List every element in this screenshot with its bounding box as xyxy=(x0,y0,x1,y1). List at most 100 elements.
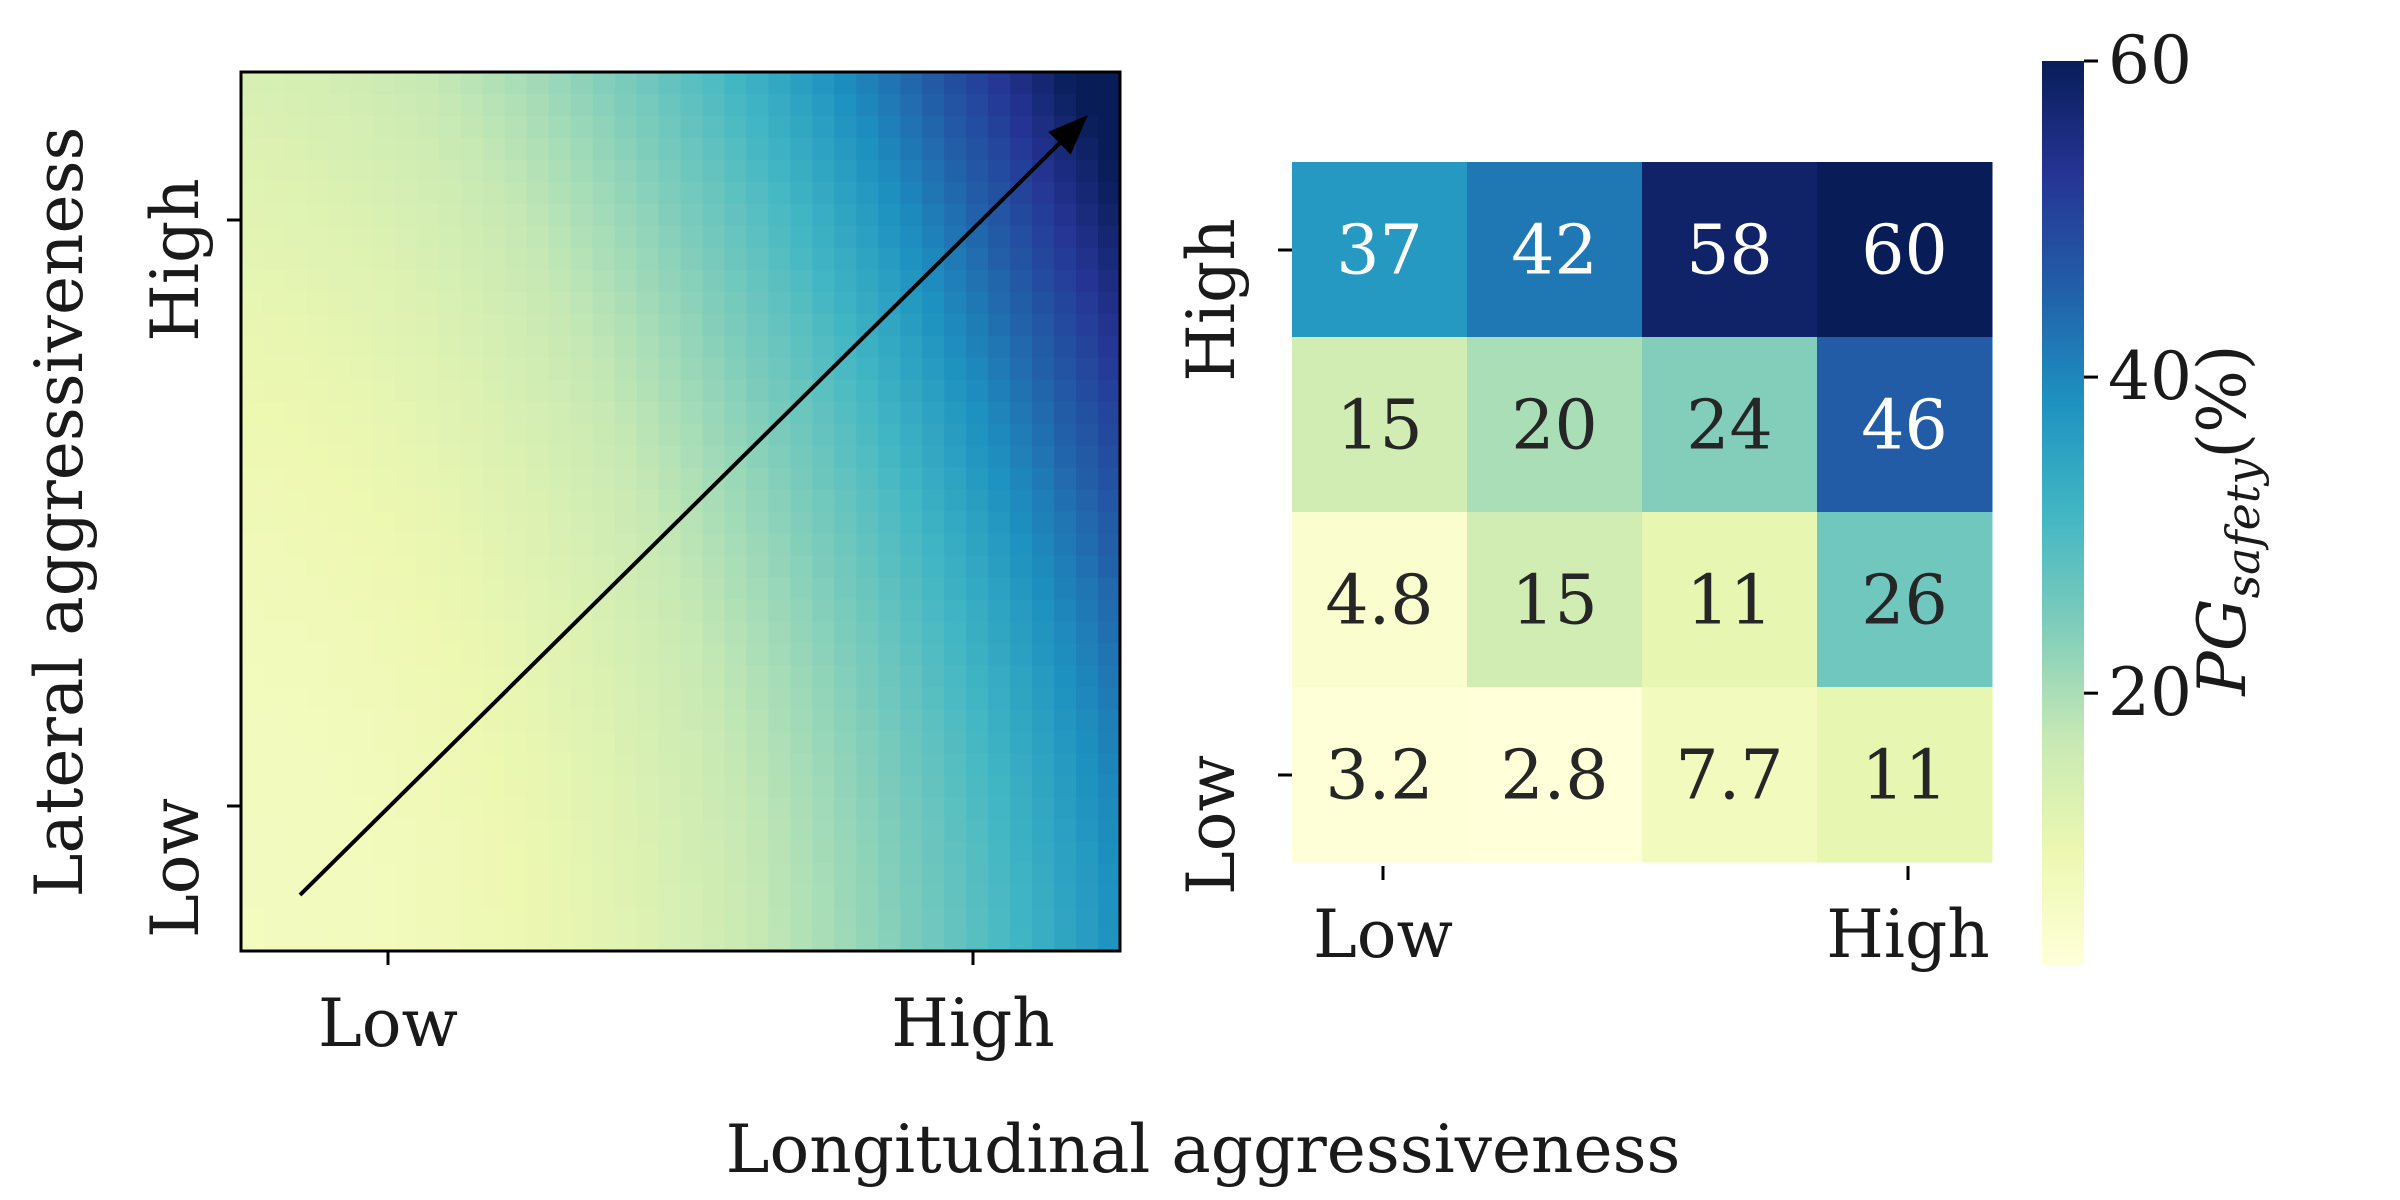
left-heatmap-cell xyxy=(724,577,748,600)
left-heatmap-cell xyxy=(790,643,813,666)
left-heatmap-cell xyxy=(262,665,286,688)
left-heatmap-cell xyxy=(944,379,967,403)
left-heatmap-cell xyxy=(262,907,286,930)
left-heatmap-cell xyxy=(1010,621,1033,644)
left-heatmap-cell xyxy=(548,225,572,249)
left-heatmap-cell xyxy=(548,621,572,644)
left-heatmap-cell xyxy=(438,247,462,271)
left-heatmap-cell xyxy=(548,533,572,557)
left-heatmap-cell xyxy=(988,225,1011,249)
left-heatmap-cell xyxy=(878,401,901,425)
left-heatmap-cell xyxy=(724,775,748,798)
left-heatmap-cell xyxy=(262,313,286,337)
left-heatmap-cell xyxy=(570,643,594,666)
left-heatmap-cell xyxy=(1076,181,1099,205)
left-heatmap-cell xyxy=(241,687,264,710)
left-heatmap-cell xyxy=(438,489,462,513)
left-heatmap-cell xyxy=(900,841,923,864)
left-heatmap-cell xyxy=(658,599,682,622)
left-heatmap-cell xyxy=(856,907,879,930)
left-heatmap-cell xyxy=(1010,467,1033,491)
left-heatmap-cell xyxy=(878,687,901,710)
left-heatmap-cell xyxy=(1098,225,1121,249)
left-heatmap-cell xyxy=(922,511,945,535)
left-heatmap-cell xyxy=(284,93,308,117)
left-heatmap-cell xyxy=(856,181,879,205)
left-heatmap-cell xyxy=(680,885,704,908)
left-heatmap-cell xyxy=(834,181,857,205)
left-heatmap-cell xyxy=(900,335,923,359)
left-heatmap-cell xyxy=(1010,665,1033,688)
left-heatmap-cell xyxy=(1054,247,1077,271)
left-heatmap-cell xyxy=(1076,467,1099,491)
left-heatmap-cell xyxy=(966,467,989,491)
left-heatmap-cell xyxy=(790,599,813,622)
left-heatmap-cell xyxy=(944,775,967,798)
left-heatmap-cell xyxy=(702,423,726,447)
left-heatmap-cell xyxy=(878,335,901,359)
left-heatmap-cell xyxy=(878,929,901,952)
left-heatmap-cell xyxy=(350,291,374,315)
left-heatmap-cell xyxy=(944,533,967,557)
left-heatmap-cell xyxy=(812,115,835,139)
left-heatmap-cell xyxy=(570,929,594,952)
left-heatmap-cell xyxy=(614,445,638,469)
heatmap-cell xyxy=(1467,512,1643,688)
left-heatmap-cell xyxy=(746,467,769,491)
left-heatmap-cell xyxy=(614,489,638,513)
left-heatmap-cell xyxy=(1054,665,1077,688)
left-heatmap-cell xyxy=(746,247,769,271)
left-heatmap-cell xyxy=(746,555,769,579)
heatmap-cell-value: 15 xyxy=(1336,387,1423,466)
left-heatmap-cell xyxy=(1032,643,1055,666)
left-heatmap-cell xyxy=(1076,885,1099,908)
left-heatmap-cell xyxy=(592,313,616,337)
left-heatmap-cell xyxy=(702,709,726,732)
left-heatmap-cell xyxy=(746,687,769,710)
left-heatmap-cell xyxy=(988,709,1011,732)
left-heatmap-cell xyxy=(284,533,308,557)
left-heatmap-cell xyxy=(966,423,989,447)
left-heatmap-cell xyxy=(1098,467,1121,491)
left-heatmap-cell xyxy=(306,511,330,535)
left-heatmap-cell xyxy=(790,687,813,710)
left-heatmap-cell xyxy=(856,93,879,117)
left-heatmap-cell xyxy=(966,137,989,161)
left-heatmap-cell xyxy=(922,555,945,579)
left-heatmap-cell xyxy=(372,665,396,688)
left-heatmap-cell xyxy=(1054,929,1077,952)
left-heatmap-cell xyxy=(1076,137,1099,161)
left-heatmap-cell xyxy=(504,401,528,425)
left-heatmap-cell xyxy=(438,137,462,161)
left-heatmap-cell xyxy=(878,731,901,754)
left-heatmap-cell xyxy=(526,313,550,337)
left-heatmap-cell xyxy=(284,115,308,139)
left-heatmap-cell xyxy=(636,93,660,117)
left-heatmap-cell xyxy=(614,225,638,249)
left-heatmap-cell xyxy=(1054,709,1077,732)
left-heatmap-cell xyxy=(482,753,506,776)
left-heatmap-cell xyxy=(922,709,945,732)
left-heatmap-cell xyxy=(592,159,616,183)
left-heatmap-cell xyxy=(548,115,572,139)
left-heatmap-cell xyxy=(812,357,835,381)
left-heatmap-cell xyxy=(988,533,1011,557)
left-heatmap-cell xyxy=(658,115,682,139)
left-heatmap-cell xyxy=(966,709,989,732)
left-heatmap-cell xyxy=(746,885,769,908)
left-heatmap-cell xyxy=(944,181,967,205)
left-heatmap-cell xyxy=(1076,643,1099,666)
heatmap-cell-value: 26 xyxy=(1861,562,1948,641)
left-heatmap-cell xyxy=(658,687,682,710)
left-heatmap-cell xyxy=(790,269,813,293)
left-heatmap-cell xyxy=(746,181,769,205)
left-heatmap-cell xyxy=(966,115,989,139)
left-heatmap-cell xyxy=(988,401,1011,425)
left-heatmap-cell xyxy=(460,555,484,579)
left-heatmap-cell xyxy=(966,863,989,886)
left-heatmap-cell xyxy=(1076,731,1099,754)
left-heatmap-cell xyxy=(350,621,374,644)
left-heatmap-cell xyxy=(438,181,462,205)
left-heatmap-cell xyxy=(1098,687,1121,710)
left-heatmap-cell xyxy=(460,72,484,95)
